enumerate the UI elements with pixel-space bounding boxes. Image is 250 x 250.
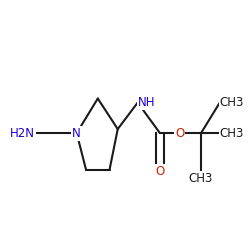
Text: H2N: H2N bbox=[10, 127, 35, 140]
Text: N: N bbox=[72, 127, 81, 140]
Text: NH: NH bbox=[138, 96, 155, 109]
Text: CH3: CH3 bbox=[189, 172, 213, 185]
Text: CH3: CH3 bbox=[220, 127, 244, 140]
Text: O: O bbox=[175, 127, 184, 140]
Text: O: O bbox=[155, 165, 164, 178]
Text: CH3: CH3 bbox=[220, 96, 244, 109]
